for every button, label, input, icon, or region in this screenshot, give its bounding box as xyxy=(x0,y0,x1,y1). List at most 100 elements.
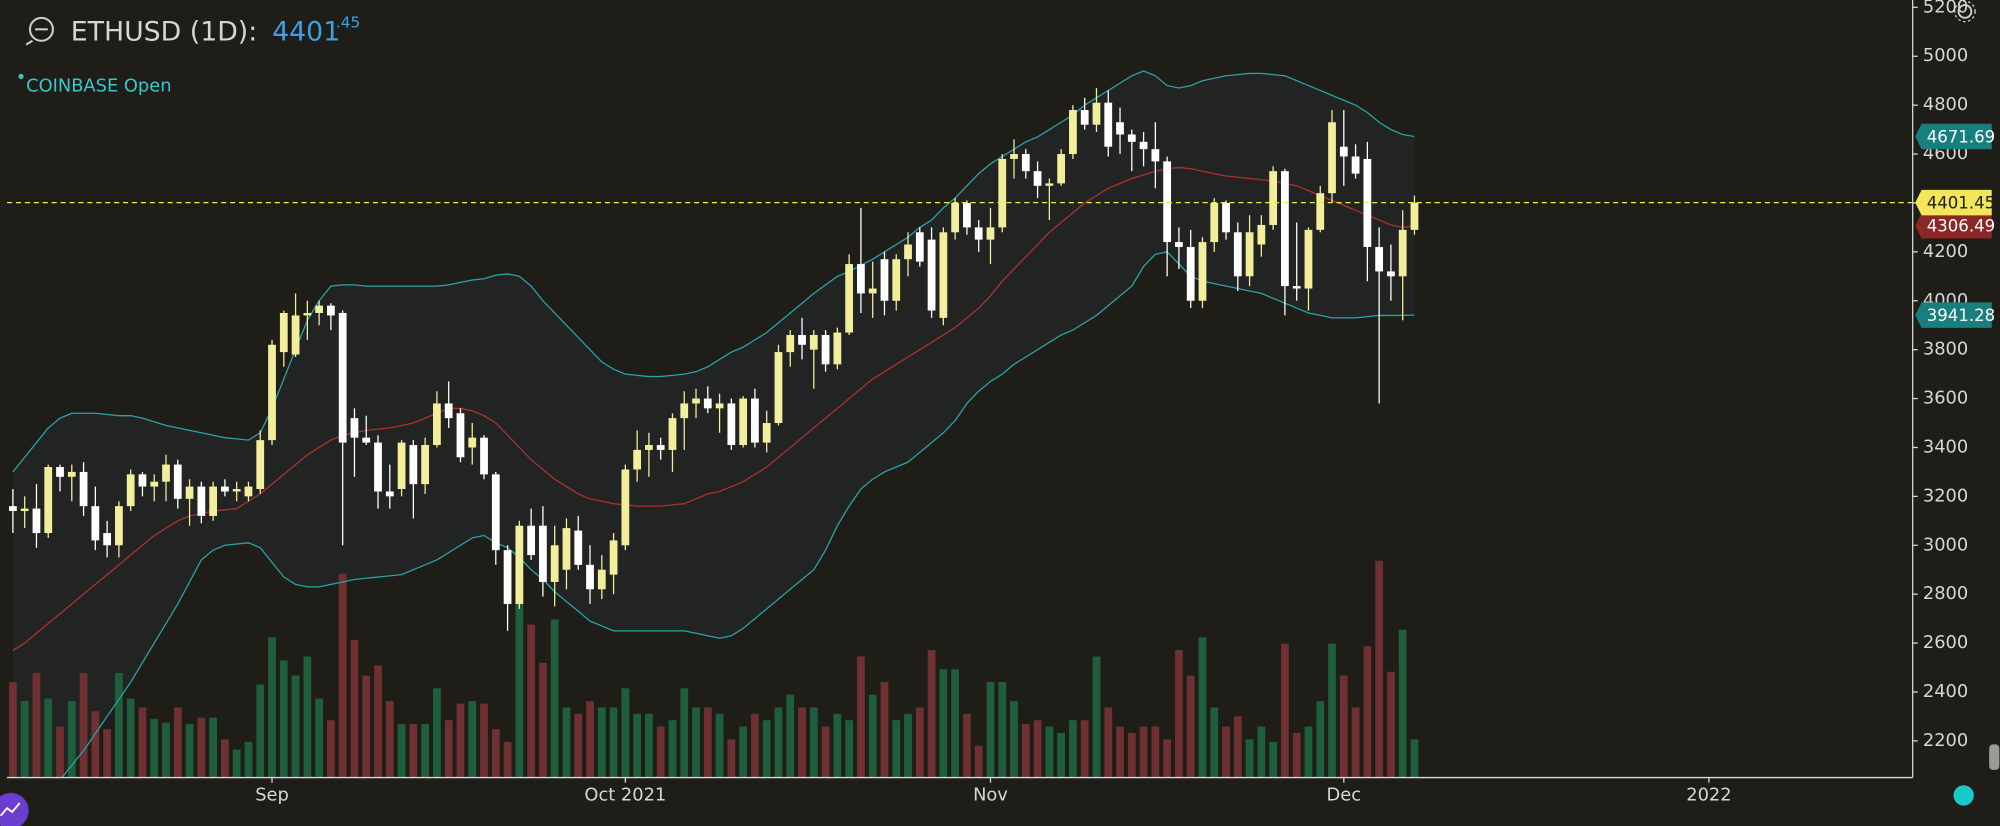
volume-bar xyxy=(1186,675,1195,778)
x-tick-label: Oct 2021 xyxy=(584,784,666,805)
candle-body xyxy=(1351,156,1360,174)
y-tick-label: 2400 xyxy=(1923,681,1968,702)
volume-bar xyxy=(527,624,536,778)
volume-bar xyxy=(244,741,253,778)
candle-body xyxy=(1127,134,1136,142)
volume-bar xyxy=(456,703,465,778)
volume-bar xyxy=(185,724,194,778)
volume-bar xyxy=(1163,739,1172,778)
candle-body xyxy=(857,264,865,294)
volume-bar xyxy=(91,711,100,778)
volume-bar xyxy=(751,713,759,778)
volume-bar xyxy=(221,739,229,778)
candle-body xyxy=(1198,242,1207,301)
y-tick-label: 3600 xyxy=(1923,388,1968,409)
volume-bar xyxy=(1151,726,1160,778)
candle-body xyxy=(362,437,371,443)
candle-body xyxy=(1398,229,1407,277)
candle-body xyxy=(927,239,936,311)
volume-bar xyxy=(539,662,547,778)
candle-body xyxy=(315,305,324,313)
band-line xyxy=(12,70,1415,473)
y-tick-label: 4200 xyxy=(1923,241,1968,262)
volume-bar xyxy=(9,681,17,778)
candle-body xyxy=(491,474,500,551)
volume-bar xyxy=(303,656,312,778)
candle-body xyxy=(668,418,677,450)
candle-body xyxy=(1045,183,1054,186)
volume-bar xyxy=(621,688,630,778)
volume-bar xyxy=(1033,720,1042,778)
candle-body xyxy=(774,352,783,424)
candle-body xyxy=(197,486,206,516)
volume-bar xyxy=(1222,726,1230,778)
indicator-button[interactable] xyxy=(0,792,29,826)
candle-body xyxy=(939,232,948,318)
candle-body xyxy=(1410,202,1419,230)
candle-body xyxy=(550,545,559,582)
volume-bar xyxy=(409,724,418,778)
candle-body xyxy=(1080,110,1089,125)
band-fill xyxy=(12,70,1415,778)
volume-bar xyxy=(762,720,771,778)
volume-bar xyxy=(715,713,724,778)
volume-bar xyxy=(1363,646,1372,778)
y-tick-label: 3800 xyxy=(1923,339,1968,360)
volume-bar xyxy=(362,675,371,778)
volume-bar xyxy=(150,718,159,778)
candle-body xyxy=(1257,224,1266,245)
volume-bar xyxy=(1410,739,1419,778)
scroll-handle[interactable] xyxy=(1989,744,2000,770)
volume-bar xyxy=(1139,726,1148,778)
candle-body xyxy=(680,403,689,419)
band-label: 3941.28 xyxy=(1927,306,1996,325)
price: 4401 xyxy=(272,17,340,48)
y-tick-label: 4800 xyxy=(1923,94,1968,115)
candle-body xyxy=(385,491,394,497)
volume-bar xyxy=(963,713,971,778)
volume-bar xyxy=(162,722,170,778)
volume-bar xyxy=(668,720,677,778)
y-tick-label: 2200 xyxy=(1923,730,1968,751)
volume-bar xyxy=(1398,629,1407,778)
volume-bar xyxy=(315,698,324,778)
price-decimals: .45 xyxy=(336,13,360,31)
candle-body xyxy=(79,471,88,507)
candle-body xyxy=(1387,271,1395,277)
candle-body xyxy=(67,471,76,477)
candle-body xyxy=(868,288,877,294)
volume-bar xyxy=(609,707,618,778)
volume-bar xyxy=(845,720,854,778)
volume-bar xyxy=(468,701,477,778)
candle-body xyxy=(915,232,924,262)
settings-icon[interactable] xyxy=(1954,0,1976,23)
volume-bar xyxy=(1092,656,1101,778)
volume-bar xyxy=(491,729,500,778)
candle-body xyxy=(32,508,41,534)
candle-body xyxy=(1316,193,1325,230)
candle-body xyxy=(1186,246,1195,301)
candle-body xyxy=(44,467,53,534)
axes: 2200240026002800300032003400360038004000… xyxy=(255,0,1968,805)
volume-bar xyxy=(1021,724,1030,778)
candle-body xyxy=(456,413,465,458)
candle-body xyxy=(621,469,630,546)
status-dot xyxy=(18,73,24,80)
volume-bar xyxy=(279,660,288,778)
volume-bar xyxy=(44,698,53,778)
plot-area xyxy=(7,70,1913,778)
zoom-icon[interactable] xyxy=(25,16,54,46)
volume-bar xyxy=(433,688,441,778)
candle-body xyxy=(397,442,406,490)
volume-bar xyxy=(562,707,571,778)
volume-bar xyxy=(1045,726,1054,778)
volume-bar xyxy=(444,720,453,778)
volume-bar xyxy=(974,745,983,778)
volume-bar xyxy=(597,707,606,778)
volume-bar xyxy=(503,741,512,778)
band-label-bg xyxy=(1915,213,1992,239)
candle-body xyxy=(1116,122,1124,135)
status-indicator[interactable] xyxy=(1953,785,1974,806)
candle-body xyxy=(633,449,642,470)
